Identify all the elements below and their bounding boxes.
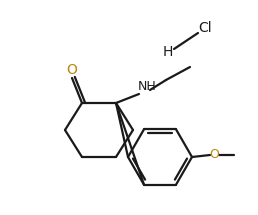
Text: NH: NH	[138, 80, 157, 93]
Text: Cl: Cl	[198, 21, 212, 35]
Text: O: O	[67, 63, 77, 77]
Text: O: O	[209, 149, 219, 161]
Text: H: H	[163, 45, 173, 59]
